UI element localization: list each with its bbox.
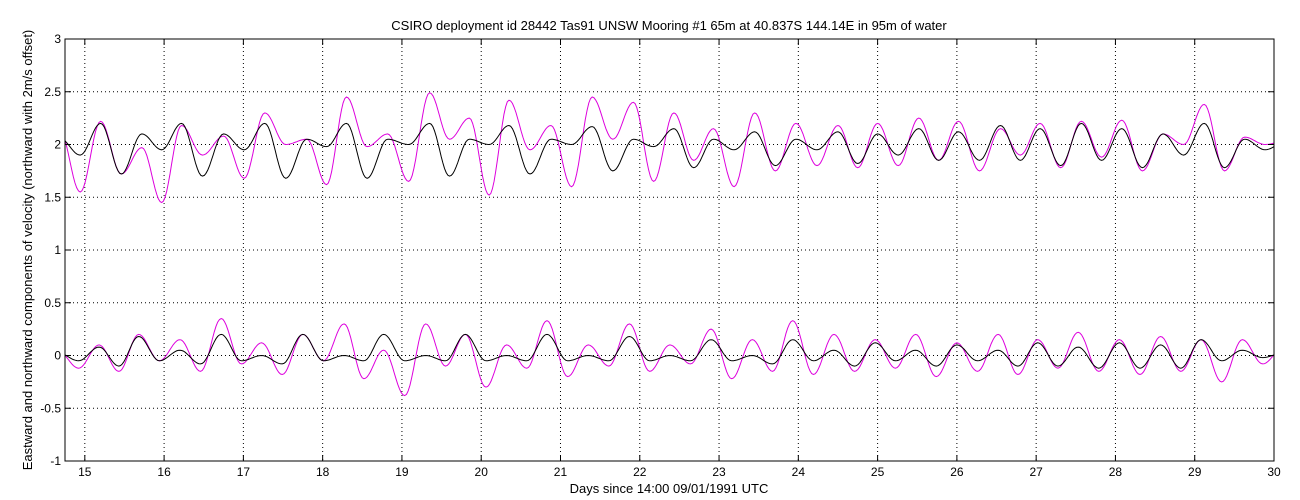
x-tick-label: 15 bbox=[78, 465, 92, 479]
x-tick-label: 24 bbox=[792, 465, 806, 479]
x-tick-label: 28 bbox=[1109, 465, 1123, 479]
chart-title: CSIRO deployment id 28442 Tas91 UNSW Moo… bbox=[391, 18, 947, 33]
x-tick-label: 21 bbox=[554, 465, 568, 479]
x-tick-label: 22 bbox=[633, 465, 647, 479]
x-tick-label: 16 bbox=[157, 465, 171, 479]
y-tick-label: 2 bbox=[54, 138, 61, 152]
series-line-4 bbox=[65, 333, 1274, 369]
series-layer bbox=[65, 92, 1274, 397]
y-tick-label: 3 bbox=[54, 32, 61, 46]
x-tick-label: 30 bbox=[1267, 465, 1281, 479]
series-line-1 bbox=[65, 92, 1274, 204]
y-tick-label: -1 bbox=[50, 454, 61, 468]
series-line-2 bbox=[65, 122, 1274, 179]
series-line-3 bbox=[65, 318, 1274, 397]
y-tick-label: 1.5 bbox=[44, 190, 61, 204]
x-tick-label: 29 bbox=[1188, 465, 1202, 479]
x-tick-labels: 15 16 17 18 19 20 21 22 23 24 25 26 27 28 29 30 bbox=[78, 465, 1281, 479]
x-tick-label: 17 bbox=[237, 465, 251, 479]
x-tick-label: 27 bbox=[1029, 465, 1043, 479]
x-tick-label: 20 bbox=[475, 465, 489, 479]
x-tick-label: 23 bbox=[712, 465, 726, 479]
y-tick-label: -0.5 bbox=[40, 401, 61, 415]
y-tick-label: 2.5 bbox=[44, 85, 61, 99]
x-axis-label: Days since 14:00 09/01/1991 UTC bbox=[570, 481, 769, 496]
y-tick-label: 1 bbox=[54, 243, 61, 257]
x-tick-label: 26 bbox=[950, 465, 964, 479]
y-tick-labels: -1 -0.5 0 0.5 1 1.5 2 2.5 3 bbox=[40, 32, 61, 468]
x-tick-label: 25 bbox=[871, 465, 885, 479]
y-tick-label: 0.5 bbox=[44, 296, 61, 310]
x-tick-label: 18 bbox=[316, 465, 330, 479]
y-tick-label: 0 bbox=[54, 349, 61, 363]
x-tick-label: 19 bbox=[395, 465, 409, 479]
ticks bbox=[65, 38, 1275, 462]
y-axis-label: Eastward and northward components of vel… bbox=[20, 30, 35, 471]
